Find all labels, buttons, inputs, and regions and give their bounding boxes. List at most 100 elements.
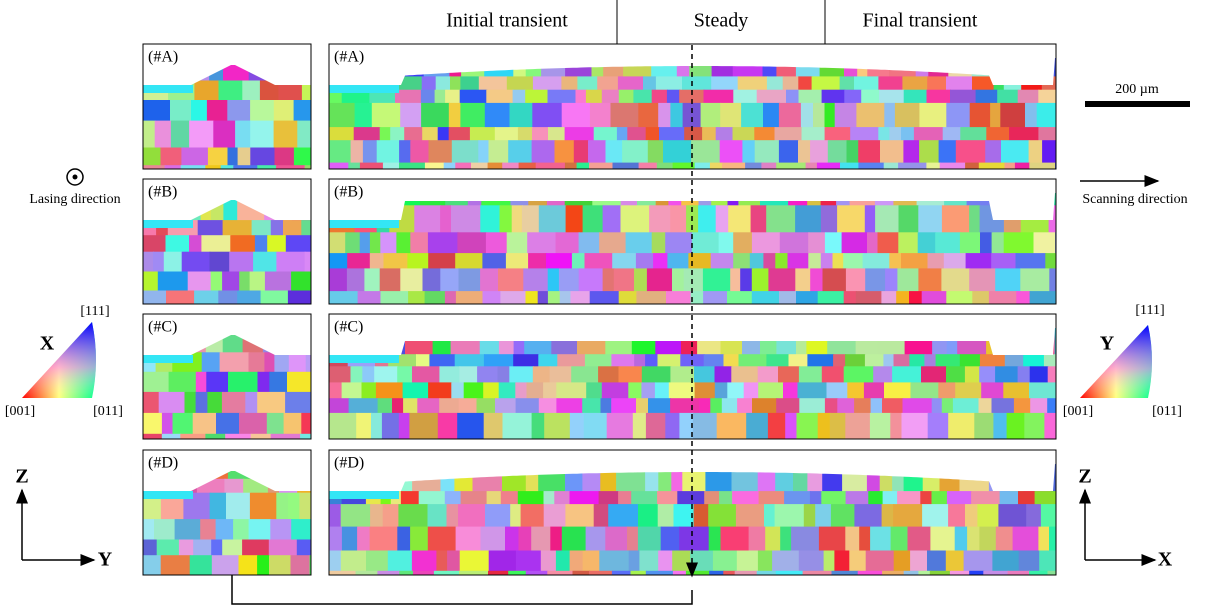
- grain: [397, 526, 412, 552]
- grain: [380, 291, 410, 304]
- substrate-strip: [329, 355, 399, 363]
- grain: [896, 291, 910, 304]
- grain: [540, 550, 557, 572]
- grain: [622, 140, 649, 164]
- substrate-strip: [329, 491, 399, 499]
- grain: [436, 550, 449, 572]
- grain: [245, 391, 259, 414]
- grain: [502, 412, 533, 439]
- grain: [235, 120, 252, 149]
- grain: [276, 492, 289, 521]
- grain: [424, 291, 446, 304]
- grain: [293, 100, 311, 122]
- grain: [297, 120, 311, 149]
- grain: [1020, 268, 1051, 292]
- grain: [843, 291, 857, 304]
- grain: [630, 570, 647, 575]
- grain: [810, 268, 824, 292]
- grain: [329, 526, 343, 552]
- grain: [422, 127, 439, 142]
- grain: [600, 398, 613, 414]
- grain: [748, 526, 767, 552]
- grain: [288, 352, 307, 373]
- grain: [448, 127, 471, 142]
- grain: [359, 232, 371, 255]
- grain: [870, 398, 883, 414]
- grain: [985, 140, 1002, 164]
- grain: [881, 291, 898, 304]
- grain: [817, 291, 845, 304]
- grain: [538, 398, 558, 414]
- grain: [301, 412, 311, 435]
- grain: [889, 127, 902, 142]
- grain: [498, 268, 525, 292]
- grain: [754, 140, 780, 164]
- grain: [569, 550, 584, 572]
- grain: [564, 162, 578, 169]
- grain: [266, 412, 285, 435]
- grain-map: [143, 314, 311, 439]
- grain: [525, 291, 539, 304]
- grain: [433, 570, 460, 575]
- grain: [672, 268, 685, 292]
- grain: [285, 391, 311, 414]
- grain: [569, 412, 585, 439]
- grain: [154, 120, 172, 149]
- grain: [437, 412, 459, 439]
- grain: [1039, 550, 1056, 572]
- grain: [795, 268, 812, 292]
- grain: [720, 526, 750, 552]
- grain: [329, 253, 349, 270]
- grain-map: [329, 314, 1056, 439]
- substrate-strip: [329, 85, 399, 93]
- grain: [178, 539, 195, 557]
- background: [143, 179, 311, 220]
- grain: [858, 162, 885, 169]
- grain: [233, 519, 250, 541]
- grain: [440, 268, 460, 292]
- grain: [329, 366, 352, 384]
- grain: [270, 220, 284, 237]
- grain: [359, 162, 384, 169]
- grain: [381, 412, 400, 439]
- grain: [798, 550, 825, 572]
- grain: [907, 526, 932, 552]
- ipf-corner: [011]: [93, 404, 123, 419]
- lasing-label: Lasing direction: [29, 192, 120, 207]
- ipf-corner: [111]: [1135, 303, 1164, 318]
- grain: [143, 371, 170, 393]
- grain: [143, 519, 155, 541]
- grain: [605, 140, 624, 164]
- grain: [201, 352, 221, 373]
- grain: [257, 371, 271, 393]
- grain: [254, 235, 269, 253]
- grain: [986, 127, 1011, 142]
- grain: [257, 555, 270, 575]
- substrate-strip: [143, 220, 193, 228]
- grain: [1047, 398, 1056, 414]
- grain: [709, 162, 723, 169]
- grain: [353, 127, 381, 142]
- grain: [237, 147, 252, 167]
- grain: [564, 127, 595, 142]
- grain: [329, 382, 343, 400]
- grain: [257, 165, 277, 169]
- grain: [710, 398, 723, 414]
- grain: [495, 398, 517, 414]
- grain: [274, 147, 295, 167]
- grain: [250, 433, 272, 439]
- grain: [209, 251, 231, 273]
- grain: [153, 251, 165, 273]
- grain: [883, 162, 899, 169]
- grain: [291, 271, 311, 292]
- lasing-symbol: [66, 168, 84, 186]
- ipf-triangle: [1080, 325, 1152, 398]
- grain: [930, 526, 956, 552]
- grain: [1030, 398, 1049, 414]
- grain: [1004, 162, 1016, 169]
- panel-label: (#B): [334, 184, 363, 201]
- grain: [184, 391, 197, 414]
- grain: [408, 291, 426, 304]
- grain: [576, 162, 590, 169]
- grain: [995, 366, 1019, 384]
